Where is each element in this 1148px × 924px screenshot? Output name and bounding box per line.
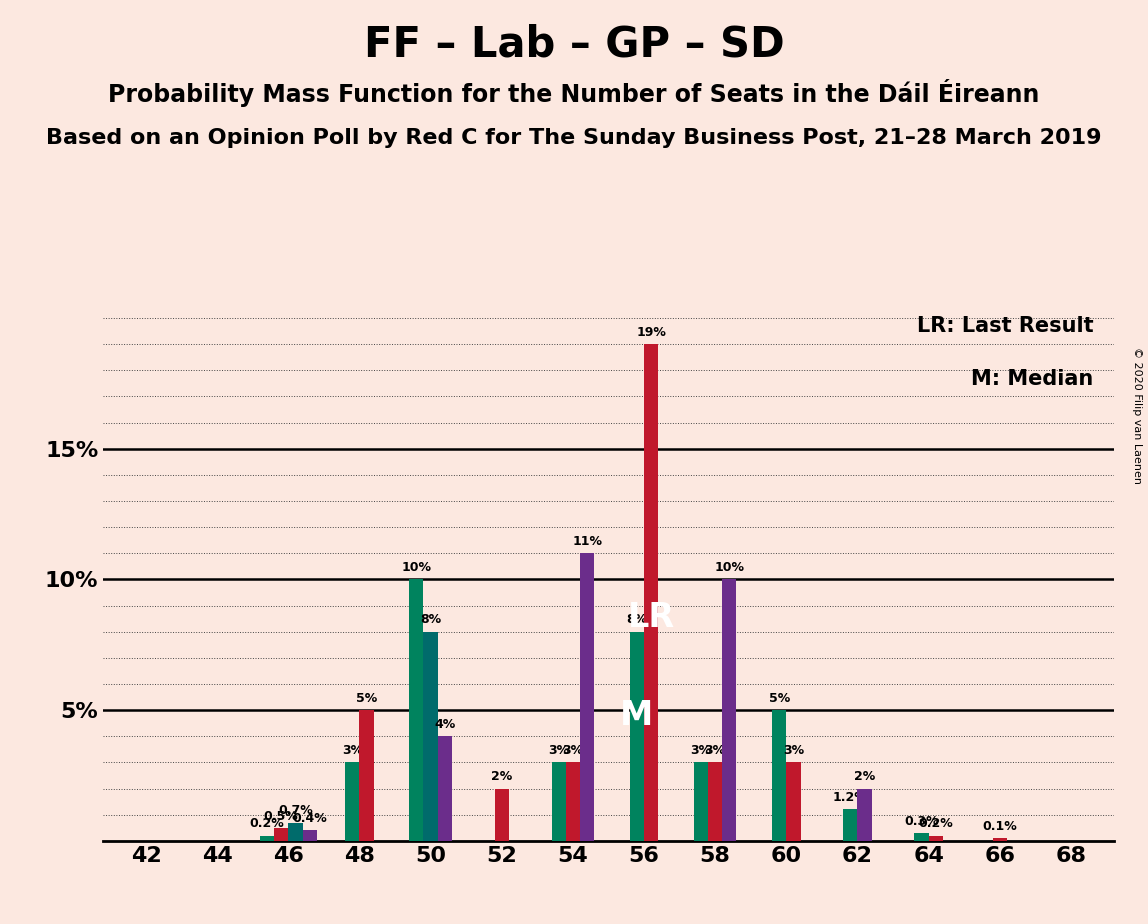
Bar [495, 788, 509, 841]
Text: M: Median: M: Median [971, 370, 1093, 389]
Text: 2%: 2% [854, 771, 875, 784]
Text: © 2020 Filip van Laenen: © 2020 Filip van Laenen [1132, 347, 1142, 484]
Text: 10%: 10% [714, 561, 744, 574]
Bar [929, 835, 943, 841]
Bar [551, 762, 566, 841]
Text: 0.4%: 0.4% [293, 812, 327, 825]
Bar [274, 828, 288, 841]
Text: 1.2%: 1.2% [833, 791, 868, 804]
Text: 0.2%: 0.2% [249, 818, 285, 831]
Text: Based on an Opinion Poll by Red C for The Sunday Business Post, 21–28 March 2019: Based on an Opinion Poll by Red C for Th… [46, 128, 1102, 148]
Bar [693, 762, 708, 841]
Bar [993, 838, 1007, 841]
Text: 3%: 3% [783, 744, 804, 757]
Text: 8%: 8% [420, 614, 441, 626]
Text: Probability Mass Function for the Number of Seats in the Dáil Éireann: Probability Mass Function for the Number… [108, 79, 1040, 106]
Bar [786, 762, 800, 841]
Bar [424, 632, 437, 841]
Bar [914, 833, 929, 841]
Text: 3%: 3% [690, 744, 712, 757]
Bar [359, 711, 373, 841]
Bar [303, 831, 317, 841]
Text: 0.5%: 0.5% [264, 809, 298, 822]
Text: M: M [620, 699, 653, 732]
Text: 3%: 3% [563, 744, 583, 757]
Bar [844, 809, 858, 841]
Text: 0.3%: 0.3% [905, 815, 939, 828]
Bar [858, 788, 871, 841]
Bar [409, 579, 424, 841]
Bar [346, 762, 359, 841]
Text: LR: Last Result: LR: Last Result [917, 316, 1093, 335]
Bar [580, 553, 595, 841]
Text: 19%: 19% [636, 326, 666, 339]
Text: 4%: 4% [434, 718, 456, 731]
Bar [773, 711, 786, 841]
Bar [566, 762, 580, 841]
Bar [708, 762, 722, 841]
Text: 0.7%: 0.7% [278, 804, 312, 818]
Text: 10%: 10% [402, 561, 432, 574]
Text: 11%: 11% [572, 535, 602, 548]
Text: 3%: 3% [342, 744, 363, 757]
Text: 8%: 8% [627, 614, 647, 626]
Text: 3%: 3% [548, 744, 569, 757]
Text: 0.1%: 0.1% [983, 820, 1017, 833]
Bar [259, 835, 274, 841]
Bar [644, 344, 658, 841]
Text: 5%: 5% [356, 692, 378, 705]
Text: 0.2%: 0.2% [918, 818, 953, 831]
Text: LR: LR [628, 601, 675, 634]
Text: 3%: 3% [705, 744, 726, 757]
Bar [722, 579, 737, 841]
Text: 5%: 5% [768, 692, 790, 705]
Bar [630, 632, 644, 841]
Bar [288, 822, 303, 841]
Bar [437, 736, 452, 841]
Text: FF – Lab – GP – SD: FF – Lab – GP – SD [364, 23, 784, 65]
Text: 2%: 2% [491, 771, 512, 784]
